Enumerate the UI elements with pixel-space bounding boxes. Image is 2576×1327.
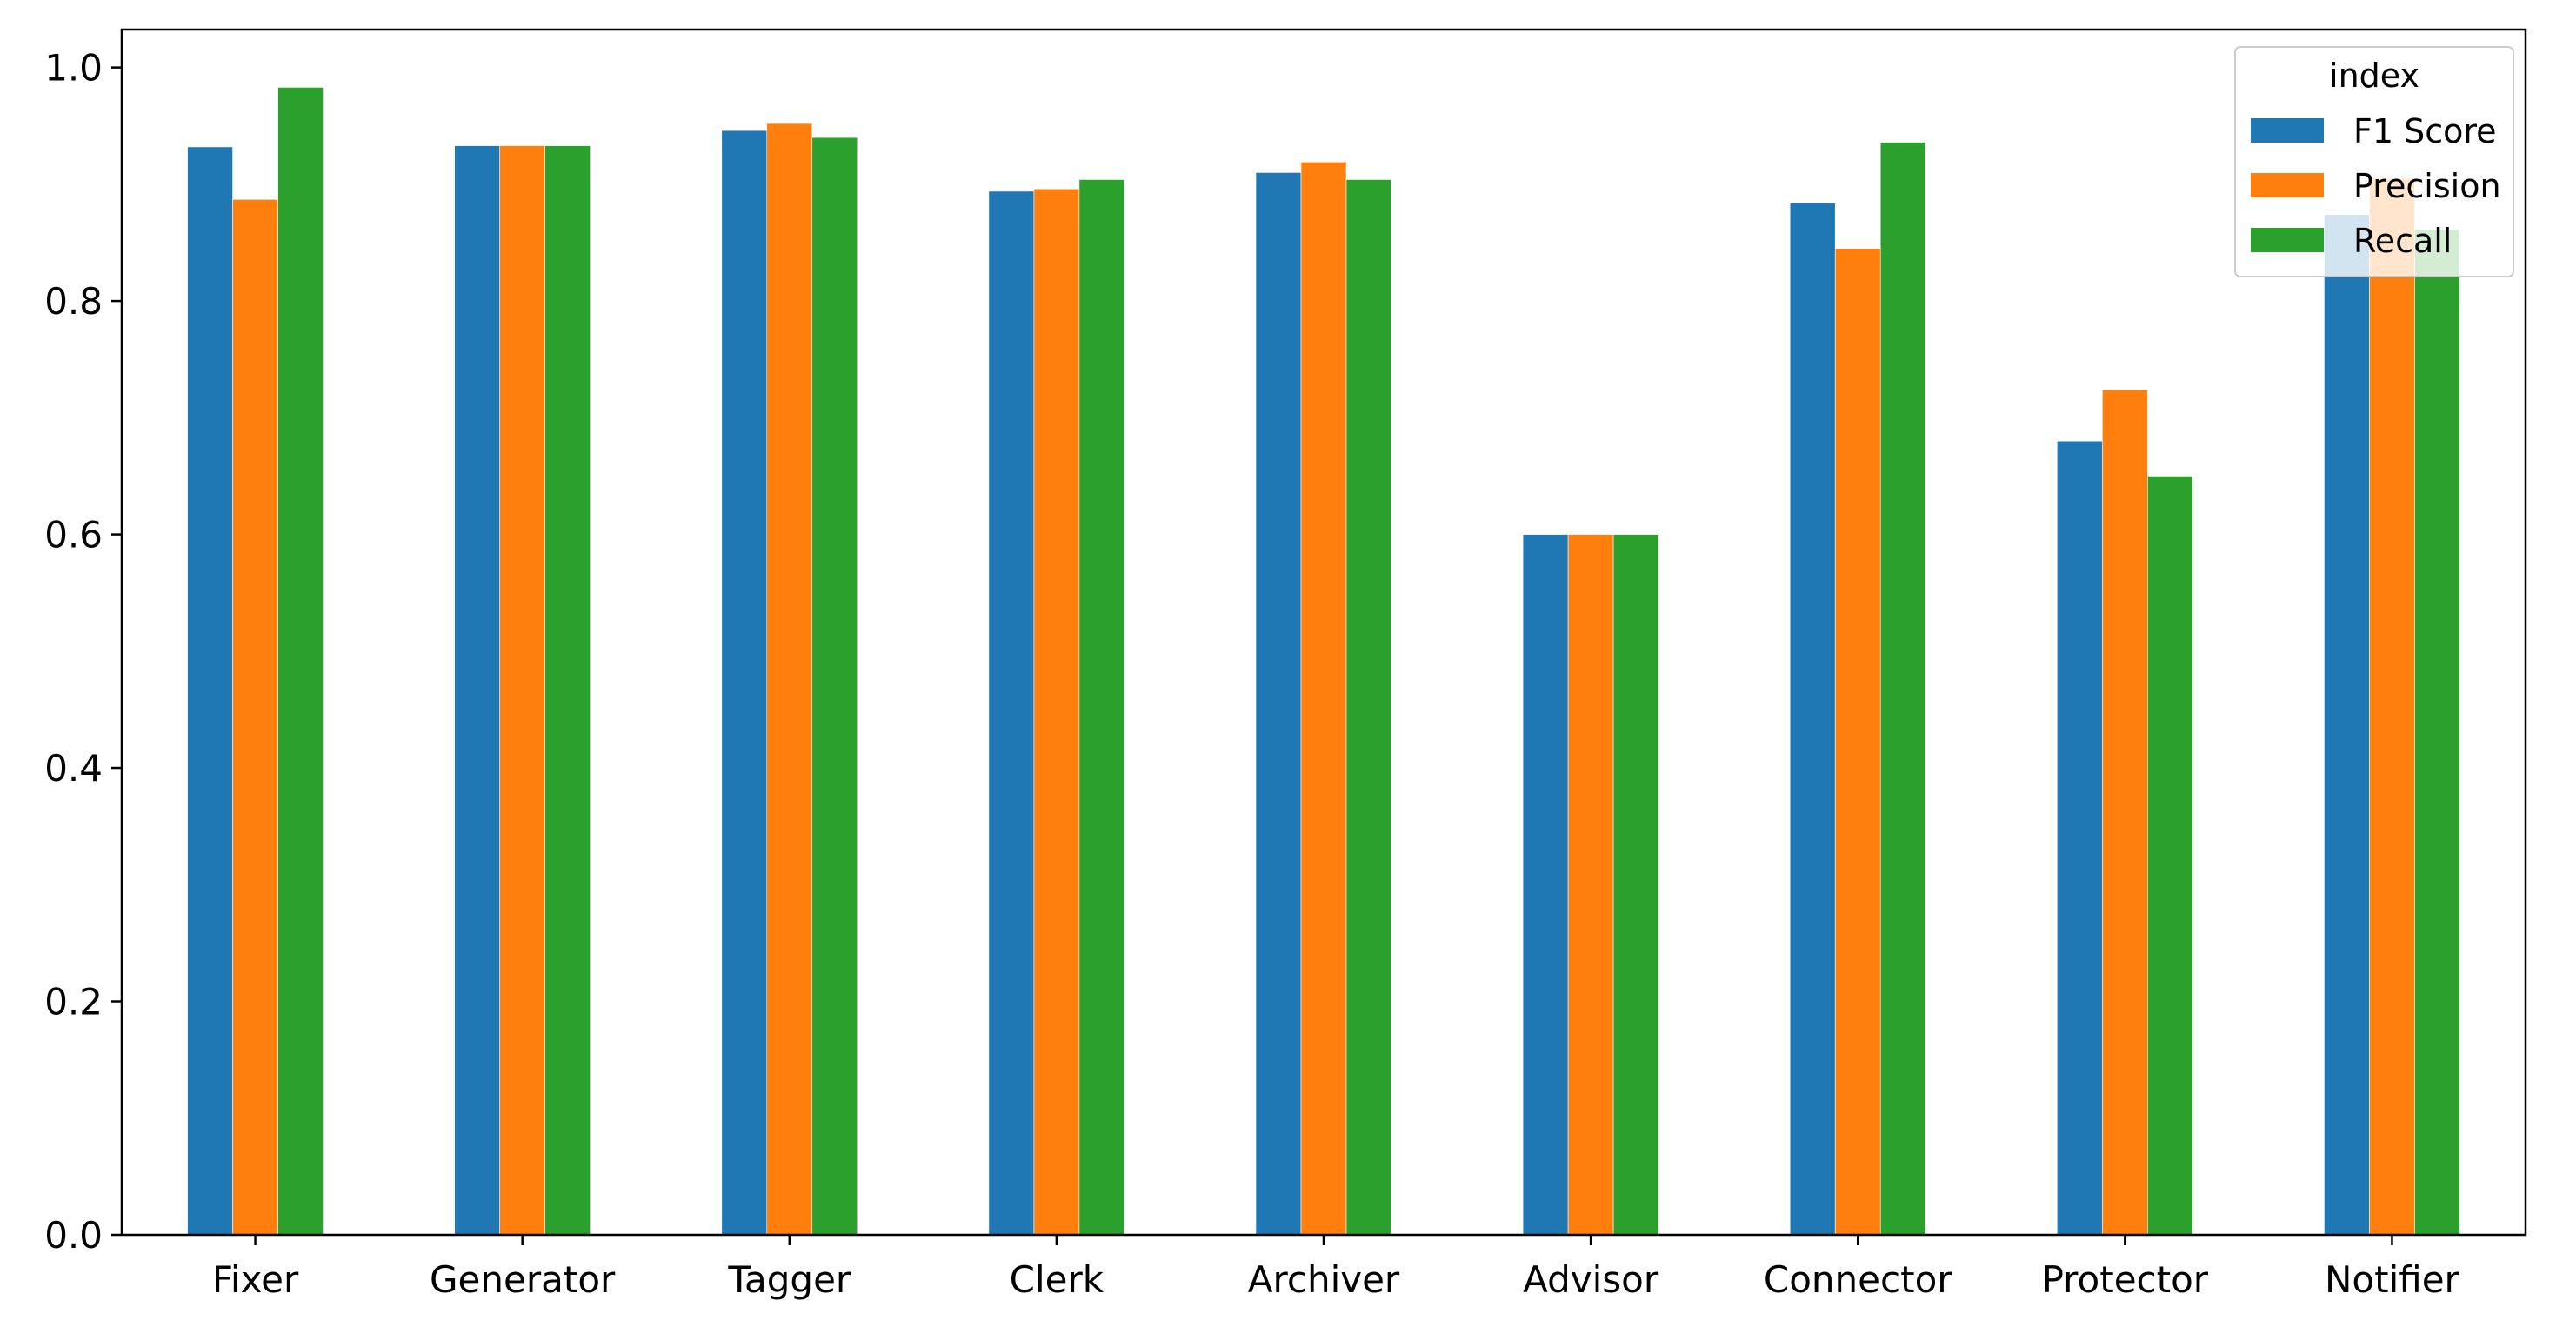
- bar-f1-score-archiver: [1255, 172, 1302, 1236]
- bar-precision-advisor: [1567, 534, 1614, 1236]
- bar-recall-advisor: [1612, 534, 1659, 1236]
- bar-recall-generator: [544, 145, 591, 1236]
- y-tick-label: 0.6: [44, 514, 103, 557]
- y-tick-label: 0.2: [44, 981, 103, 1024]
- bar-f1-score-notifier: [2324, 214, 2370, 1236]
- bar-recall-connector: [1879, 142, 1926, 1236]
- legend-box: [2234, 46, 2514, 277]
- legend: index F1 Score Precision Recall: [2234, 46, 2514, 277]
- bar-precision-protector: [2102, 389, 2148, 1236]
- bar-f1-score-clerk: [988, 190, 1035, 1236]
- bar-precision-tagger: [766, 123, 813, 1236]
- y-axis: 0.0 0.2 0.4 0.6 0.8 1.0: [44, 47, 122, 1257]
- legend-title: index: [2329, 57, 2419, 95]
- bar-recall-fixer: [277, 87, 324, 1236]
- legend-label-recall: Recall: [2353, 222, 2452, 260]
- x-axis: Fixer Generator Tagger Clerk Archiver Advisor…: [212, 1235, 2460, 1301]
- y-tick-label: 0.0: [44, 1214, 103, 1257]
- legend-label-precision: Precision: [2353, 167, 2501, 205]
- y-tick-label: 0.8: [44, 280, 103, 323]
- y-tick-label: 1.0: [44, 47, 103, 90]
- x-tick-label-archiver: Archiver: [1248, 1258, 1400, 1301]
- legend-swatch-f1-score: [2251, 118, 2324, 143]
- bar-precision-generator: [499, 145, 545, 1236]
- bars-group: [187, 87, 2460, 1236]
- bar-precision-fixer: [232, 199, 278, 1236]
- bar-precision-connector: [1834, 248, 1881, 1236]
- bar-f1-score-generator: [454, 145, 500, 1236]
- x-tick-label-connector: Connector: [1764, 1258, 1952, 1301]
- legend-items: F1 Score Precision Recall: [2251, 112, 2501, 260]
- x-tick-label-protector: Protector: [2042, 1258, 2209, 1301]
- x-tick-label-fixer: Fixer: [212, 1258, 299, 1301]
- bar-f1-score-protector: [2057, 440, 2103, 1236]
- x-tick-label-clerk: Clerk: [1010, 1258, 1104, 1301]
- bar-recall-clerk: [1078, 179, 1125, 1236]
- y-tick-label: 0.4: [44, 747, 103, 790]
- bar-precision-notifier: [2369, 177, 2415, 1236]
- bar-precision-archiver: [1300, 162, 1347, 1236]
- x-tick-label-notifier: Notifier: [2325, 1258, 2460, 1301]
- bar-recall-notifier: [2414, 229, 2460, 1236]
- bar-f1-score-tagger: [721, 130, 768, 1236]
- bar-recall-archiver: [1345, 179, 1392, 1236]
- bar-recall-tagger: [811, 137, 858, 1236]
- bar-f1-score-connector: [1789, 203, 1836, 1236]
- x-tick-label-advisor: Advisor: [1523, 1258, 1659, 1301]
- bar-f1-score-advisor: [1522, 534, 1569, 1236]
- bar-precision-clerk: [1033, 188, 1080, 1236]
- legend-swatch-recall: [2251, 228, 2324, 252]
- x-tick-label-generator: Generator: [430, 1258, 616, 1301]
- bar-f1-score-fixer: [187, 146, 233, 1236]
- x-tick-label-tagger: Tagger: [727, 1258, 851, 1301]
- legend-swatch-precision: [2251, 173, 2324, 197]
- plot-frame: [120, 28, 2527, 1237]
- bar-recall-protector: [2147, 476, 2193, 1236]
- legend-label-f1-score: F1 Score: [2353, 112, 2497, 150]
